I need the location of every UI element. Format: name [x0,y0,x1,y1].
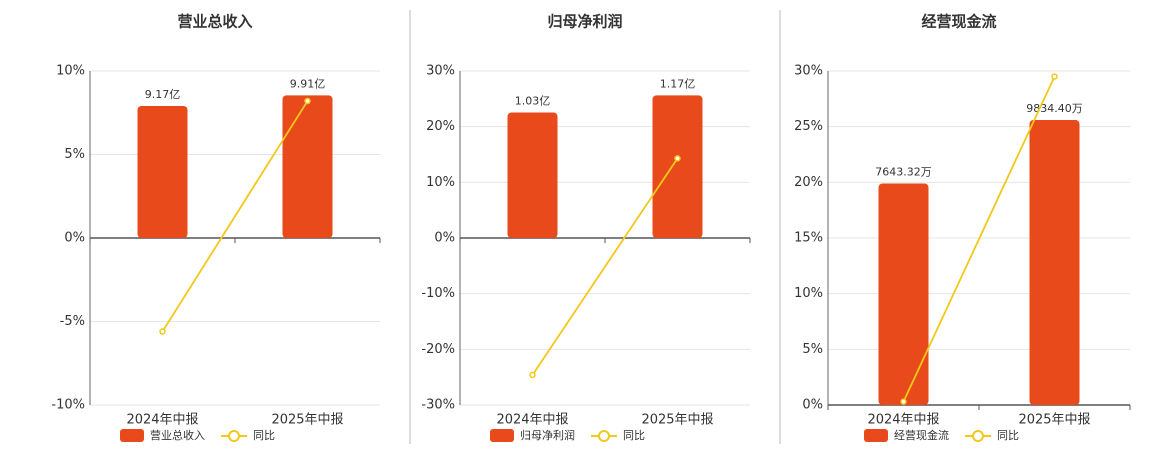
y-tick-label: 20% [426,119,455,134]
y-tick-label: 10% [56,64,85,79]
y-tick-label: 10% [426,175,455,190]
x-tick-label: 2024年中报 [867,413,939,428]
y-tick-label: -10% [51,398,85,413]
y-tick-label: 10% [794,286,823,301]
legend-label: 同比 [253,429,275,442]
y-tick-label: 25% [794,119,823,134]
y-tick-label: 15% [794,231,823,246]
point [159,328,166,335]
chart-title: 营业总收入 [177,13,252,31]
y-tick-label: 20% [794,175,823,190]
value-label: 9.17亿 [145,88,181,101]
value-label: 7643.32万 [875,165,932,178]
chart-title: 归母净利润 [547,13,622,31]
y-tick-label: -20% [421,342,455,357]
y-tick-label: -10% [421,286,455,301]
y-tick-label: -5% [60,314,85,329]
y-tick-label: 5% [802,342,823,357]
chart-title: 经营现金流 [921,13,996,31]
bar [878,183,929,405]
legend-swatch [490,429,514,442]
point [1051,73,1058,80]
legend-marker [972,430,984,442]
point [900,398,907,405]
legend-label: 营业总收入 [150,428,205,442]
y-tick-label: 30% [426,64,455,79]
legend-label: 同比 [997,429,1019,442]
x-tick-label: 2025年中报 [1018,413,1090,428]
y-tick-label: 5% [64,147,85,162]
line [161,100,309,332]
value-label: 9.91亿 [290,77,326,90]
bar [137,105,188,239]
y-tick-label: 30% [794,64,823,79]
legend-label: 经营现金流 [894,428,949,442]
legend-marker [598,430,610,442]
x-tick-label: 2024年中报 [126,413,198,428]
x-tick-label: 2025年中报 [271,413,343,428]
x-tick-label: 2024年中报 [496,413,568,428]
bar [1029,119,1080,406]
y-tick-label: 0% [802,398,823,413]
x-tick-label: 2025年中报 [641,413,713,428]
line [531,157,679,376]
value-label: 9834.40万 [1026,102,1083,115]
value-label: 1.17亿 [660,77,696,90]
value-label: 1.03亿 [515,94,551,107]
legend-label: 同比 [623,429,645,442]
bar [652,95,703,238]
point [674,155,681,162]
line [902,76,1056,403]
legend-swatch [864,429,888,442]
y-tick-label: -30% [421,398,455,413]
point [304,97,311,105]
point [529,371,536,379]
bar [507,112,558,238]
legend-label: 归母净利润 [520,428,575,442]
bar [282,95,333,238]
legend-swatch [120,429,144,442]
legend-marker [228,430,240,442]
y-tick-label: 0% [434,231,455,246]
y-tick-label: 0% [64,231,85,246]
